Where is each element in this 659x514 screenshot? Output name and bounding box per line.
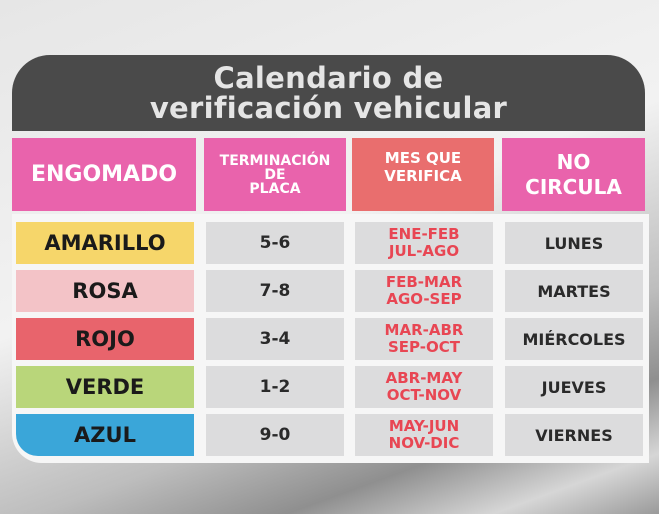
header-line: VERIFICA (384, 167, 462, 185)
engomado-cell: ROJO (16, 318, 194, 360)
engomado-cell: AMARILLO (16, 222, 194, 264)
header-line: NO (556, 149, 591, 174)
no-circula-cell: MARTES (505, 270, 643, 312)
header-line: CIRCULA (525, 174, 622, 199)
engomado-cell: AZUL (16, 414, 194, 456)
header-line: PLACA (249, 180, 301, 197)
header-line: TERMINACIÓN (219, 152, 331, 169)
header-line: MES QUE (384, 149, 462, 167)
placa-cell: 7-8 (206, 270, 344, 312)
no-circula-cell: MIÉRCOLES (505, 318, 643, 360)
no-circula-cell: VIERNES (505, 414, 643, 456)
month-line: ENE-FEB (388, 225, 460, 243)
month-line: NOV-DIC (388, 434, 460, 452)
placa-cell: 5-6 (206, 222, 344, 264)
placa-cell: 9-0 (206, 414, 344, 456)
month-line: JUL-AGO (388, 242, 460, 260)
meses-cell: MAY-JUN NOV-DIC (355, 414, 493, 456)
placa-cell: 1-2 (206, 366, 344, 408)
header-line: DE (264, 166, 286, 183)
meses-cell: ABR-MAY OCT-NOV (355, 366, 493, 408)
header-terminacion: TERMINACIÓN DE PLACA (204, 138, 346, 211)
meses-cell: ENE-FEB JUL-AGO (355, 222, 493, 264)
month-line: MAY-JUN (388, 417, 460, 435)
engomado-cell: ROSA (16, 270, 194, 312)
title-line-2: verificación vehicular (149, 91, 508, 125)
month-line: ABR-MAY (385, 369, 463, 387)
month-line: MAR-ABR (384, 321, 464, 339)
month-line: OCT-NOV (386, 386, 462, 404)
title-banner: Calendario de verificación vehicular (12, 55, 645, 131)
engomado-cell: VERDE (16, 366, 194, 408)
header-mes: MES QUE VERIFICA (352, 138, 494, 211)
title-line-1: Calendario de (213, 61, 444, 95)
meses-cell: MAR-ABR SEP-OCT (355, 318, 493, 360)
month-line: FEB-MAR (385, 273, 463, 291)
no-circula-cell: LUNES (505, 222, 643, 264)
month-line: AGO-SEP (386, 290, 462, 308)
header-engomado: ENGOMADO (12, 138, 196, 211)
header-no-circula: NO CIRCULA (502, 138, 645, 211)
no-circula-cell: JUEVES (505, 366, 643, 408)
placa-cell: 3-4 (206, 318, 344, 360)
meses-cell: FEB-MAR AGO-SEP (355, 270, 493, 312)
month-line: SEP-OCT (388, 338, 460, 356)
